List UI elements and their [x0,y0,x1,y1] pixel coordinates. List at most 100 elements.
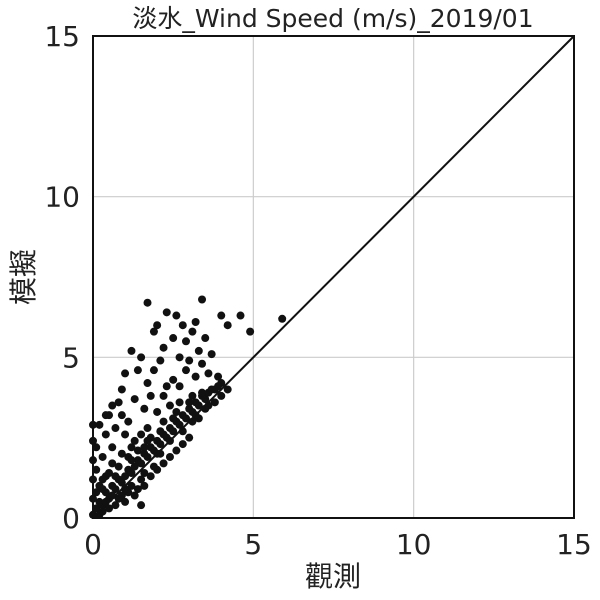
data-point [98,475,107,484]
data-point [188,327,197,336]
data-point [153,321,162,330]
data-point [175,420,184,429]
data-point [92,504,101,513]
data-point [101,430,110,439]
data-point [207,385,216,394]
data-point [111,501,120,510]
data-point [223,385,232,394]
data-point [130,462,139,471]
data-point [246,327,255,336]
data-point [146,472,155,481]
data-point [133,485,142,494]
data-point [223,321,232,330]
x-tick-label: 0 [84,528,102,561]
data-point [217,311,226,320]
data-point [201,334,210,343]
data-point [137,459,146,468]
data-point [156,427,165,436]
data-point [156,356,165,365]
data-point [140,443,149,452]
data-point [162,382,171,391]
data-point [111,485,120,494]
data-point [278,314,287,323]
data-point [185,356,194,365]
data-point [117,449,126,458]
data-point [188,391,197,400]
x-tick-labels: 0 5 10 15 [84,528,592,561]
data-point [117,411,126,420]
data-point [98,452,107,461]
data-point [101,411,110,420]
data-point [143,298,152,307]
data-point [140,469,149,478]
data-point [172,407,181,416]
data-point [175,353,184,362]
data-point [98,485,107,494]
data-point [121,430,130,439]
x-axis-label: 觀測 [305,560,361,593]
data-point [127,481,136,490]
data-point [114,462,123,471]
data-point [149,462,158,471]
data-point [137,475,146,484]
data-point [137,430,146,439]
data-point [169,334,178,343]
data-point [92,488,101,497]
data-point [162,308,171,317]
data-point [121,497,130,506]
data-point [121,472,130,481]
y-tick-label: 5 [62,341,80,374]
data-point [130,436,139,445]
data-point [127,346,136,355]
data-point [105,504,114,513]
data-point [156,440,165,449]
data-point [194,346,203,355]
data-point [198,359,207,368]
data-point [140,481,149,490]
data-point [117,491,126,500]
data-point [194,401,203,410]
data-point [214,372,223,381]
data-point [146,391,155,400]
data-point [204,369,213,378]
data-point [191,317,200,326]
data-point [169,427,178,436]
data-point [133,446,142,455]
data-point [108,443,117,452]
data-point [117,385,126,394]
data-point [191,372,200,381]
x-tick-label: 5 [244,528,262,561]
data-point [159,391,168,400]
data-point [169,414,178,423]
data-point [169,375,178,384]
y-axis-label: 模擬 [7,249,40,305]
data-point [143,452,152,461]
x-tick-label: 10 [396,528,432,561]
plot-frame [92,35,575,519]
one-to-one-line [92,35,575,519]
data-point [117,478,126,487]
data-point [95,420,104,429]
data-point [181,414,190,423]
data-point [137,501,146,510]
data-point [114,398,123,407]
y-tick-label: 15 [44,20,80,53]
data-point [159,343,168,352]
data-point [175,382,184,391]
data-point [153,407,162,416]
y-tick-label: 0 [62,502,80,535]
data-point [210,398,219,407]
chart-title: 淡水_Wind Speed (m/s)_2019/01 [132,4,533,33]
data-point [92,465,101,474]
data-point [111,424,120,433]
data-points [89,295,287,519]
data-point [127,456,136,465]
data-point [214,382,223,391]
data-point [175,398,184,407]
data-point [121,369,130,378]
data-point [108,401,117,410]
data-point [236,311,245,320]
y-tick-labels: 0 5 10 15 [44,20,80,535]
data-point [185,398,194,407]
